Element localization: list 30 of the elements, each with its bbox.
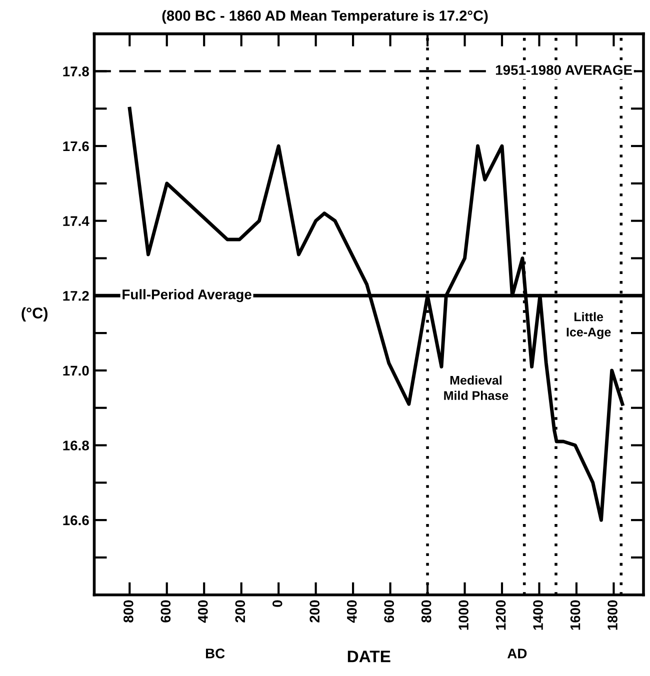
- x-tick-label: 200: [310, 600, 320, 622]
- x-tick-label: 1200: [496, 600, 506, 630]
- x-axis-title: DATE: [348, 650, 390, 662]
- x-tick-label: 1400: [533, 600, 543, 630]
- x-tick-label: 0: [272, 600, 282, 607]
- y-tick-label: 16.8: [63, 440, 89, 450]
- x-tick-label: 800: [421, 600, 432, 622]
- x-tick-label: 1000: [458, 600, 468, 630]
- annotation: Medieval Mild Phase: [444, 376, 508, 400]
- annotation: Little Ice-Age: [566, 312, 611, 340]
- y-tick-label: 17.2: [63, 290, 89, 301]
- y-axis-title: (°C): [22, 307, 48, 322]
- x-tick-label: 600: [160, 600, 171, 622]
- y-tick-label: 17.8: [63, 66, 89, 76]
- x-tick-label: 400: [346, 600, 357, 623]
- y-tick-label: 16.6: [63, 515, 89, 526]
- chart-title: (800 BC - 1860 AD Mean Temperature is 17.2°C): [162, 10, 488, 24]
- x-tick-label: 600: [384, 600, 394, 622]
- x-tick-label: 200: [235, 600, 246, 622]
- x-tick-label: 400: [198, 600, 208, 623]
- ref-line-label: Full-Period Average: [122, 289, 252, 302]
- x-tick-label: 1600: [570, 600, 580, 630]
- text: BC: [206, 648, 225, 658]
- text: AD: [507, 648, 527, 658]
- y-tick-label: 17.0: [63, 366, 89, 376]
- x-tick-label: 800: [124, 600, 134, 622]
- ref-line-label: 1951-1980 AVERAGE: [496, 65, 632, 75]
- x-tick-label: 1800: [608, 600, 618, 630]
- y-tick-label: 17.4: [63, 216, 90, 226]
- y-tick-label: 17.6: [63, 141, 89, 152]
